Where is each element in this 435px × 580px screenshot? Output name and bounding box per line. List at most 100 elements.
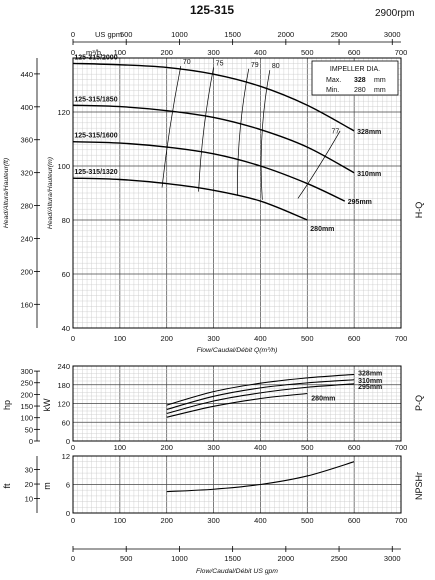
pq-curve (166, 383, 355, 415)
flow-tick-label-pq: 300 (207, 443, 220, 452)
efficiency-label: 77 (332, 129, 340, 136)
head-ft-axis-title: Head/Altura/Hauteur(ft) (3, 158, 10, 228)
panel-frame-hq (72, 57, 402, 329)
hq-curve (72, 104, 355, 174)
gpm-tick-label-bottom: 2500 (331, 554, 348, 563)
efficiency-iso-curve (297, 130, 341, 199)
flow-tick-label: 100 (114, 334, 127, 343)
flow-axis-title-bottom: Flow/Caudal/Débit US gpm (196, 568, 278, 575)
flow-tick-label-pq: 400 (254, 443, 267, 452)
grid-layer (72, 57, 402, 514)
speed-label: 2900rpm (375, 8, 414, 19)
hq-series-label: 125-315/1320 (74, 169, 117, 176)
efficiency-iso-curve (198, 67, 214, 192)
chart-title: 125-315 (190, 3, 234, 17)
panel-frame-npsh (72, 455, 402, 514)
npsh-m-tick-label: 0 (66, 509, 70, 518)
kw-tick-label: 120 (57, 400, 70, 409)
flow-tick-label-npsh: 200 (160, 516, 173, 525)
efficiency-iso-curve (161, 66, 182, 188)
flow-tick-label-npsh: 400 (254, 516, 267, 525)
gpm-tick-label-top: 3000 (384, 30, 401, 39)
flow-axis-title: Flow/Caudal/Débit Q(m³/h) (197, 347, 278, 354)
m3h-tick-label-top: 0 (71, 48, 75, 57)
flow-tick-label-pq: 200 (160, 443, 173, 452)
m3h-tick-label-top: 400 (254, 48, 267, 57)
flow-tick-label: 600 (348, 334, 361, 343)
gpm-tick-label-bottom: 0 (71, 554, 75, 563)
head-m-tick-label: 60 (62, 270, 70, 279)
gpm-tick-label-bottom: 500 (120, 554, 133, 563)
npsh-ft-tick-label: 30 (25, 466, 33, 475)
m3h-tick-label-top: 100 (114, 48, 127, 57)
gpm-tick-label-bottom: 2000 (277, 554, 294, 563)
hp-tick-label: 200 (20, 390, 33, 399)
hq-series-label: 125-315/1600 (74, 133, 117, 140)
npsh-m-axis-title: m (42, 482, 52, 490)
efficiency-iso-curve (260, 70, 271, 200)
efficiency-iso-curve (237, 68, 250, 196)
hq-size-label: 295mm (348, 199, 372, 206)
hq-curve (72, 62, 355, 132)
impeller-min-value: 280 (354, 87, 366, 94)
impeller-min-label: Min. (326, 87, 339, 94)
hq-series-label: 125-315/1850 (74, 96, 117, 103)
head-m-axis-title: Head/Altura/Hauteur(m) (47, 157, 54, 229)
hp-tick-label: 0 (29, 437, 33, 446)
gpm-tick-label-bottom: 1500 (224, 554, 241, 563)
flow-tick-label-pq: 100 (114, 443, 127, 452)
flow-tick-label: 700 (395, 334, 408, 343)
flow-tick-label: 200 (160, 334, 173, 343)
kw-tick-label: 240 (57, 362, 70, 371)
flow-tick-label-pq: 700 (395, 443, 408, 452)
gpm-tick-label-top: 0 (71, 30, 75, 39)
kw-axis-title: kW (42, 398, 52, 412)
side-label-pq: P-Q (414, 395, 424, 411)
head-ft-tick-label: 160 (20, 300, 33, 309)
flow-tick-label: 500 (301, 334, 314, 343)
flow-tick-label: 300 (207, 334, 220, 343)
head-m-tick-label: 100 (57, 162, 70, 171)
side-label-npsh: NPSHr (414, 472, 424, 500)
gpm-unit-label-top: US gpm (95, 30, 122, 39)
flow-tick-label-pq: 0 (71, 443, 75, 452)
npsh-curve (166, 461, 355, 493)
npsh-m-tick-label: 6 (66, 481, 70, 490)
flow-tick-label-pq: 500 (301, 443, 314, 452)
pq-size-label: 328mm (358, 370, 382, 377)
head-m-tick-label: 80 (62, 216, 70, 225)
flow-tick-label-npsh: 300 (207, 516, 220, 525)
hp-tick-label: 300 (20, 367, 33, 376)
curves-layer (72, 62, 355, 493)
efficiency-label: 70 (183, 59, 191, 66)
kw-tick-label: 180 (57, 381, 70, 390)
gpm-tick-label-top: 500 (120, 30, 133, 39)
gpm-tick-label-top: 1500 (224, 30, 241, 39)
npsh-ft-tick-label: 10 (25, 495, 33, 504)
head-ft-tick-label: 280 (20, 202, 33, 211)
impeller-box-title: IMPELLER DIA. (330, 66, 380, 73)
flow-tick-label-npsh: 700 (395, 516, 408, 525)
flow-tick-label: 400 (254, 334, 267, 343)
hp-tick-label: 100 (20, 414, 33, 423)
hq-series-label: 125-315/2000 (74, 54, 117, 61)
flow-tick-label-npsh: 600 (348, 516, 361, 525)
head-ft-tick-label: 440 (20, 70, 33, 79)
m3h-tick-label-top: 600 (348, 48, 361, 57)
m3h-tick-label-top: 700 (395, 48, 408, 57)
m3h-tick-label-top: 300 (207, 48, 220, 57)
kw-tick-label: 0 (66, 437, 70, 446)
gpm-tick-label-top: 2500 (331, 30, 348, 39)
pq-size-label: 280mm (311, 396, 335, 403)
impeller-max-unit: mm (374, 77, 386, 84)
hq-size-label: 280mm (310, 226, 334, 233)
pq-size-label: 310mm (358, 378, 382, 385)
axes-layer (34, 39, 402, 552)
side-label-hq: H-Q (414, 202, 424, 219)
efficiency-label: 80 (272, 63, 280, 70)
head-m-tick-label: 120 (57, 108, 70, 117)
gpm-tick-label-bottom: 1000 (171, 554, 188, 563)
hq-size-label: 310mm (357, 171, 381, 178)
npsh-ft-tick-label: 20 (25, 480, 33, 489)
